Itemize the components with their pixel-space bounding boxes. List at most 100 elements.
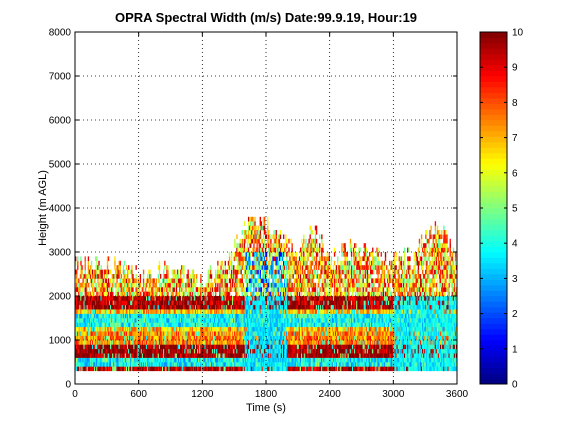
heatmap-cell xyxy=(146,326,148,332)
heatmap-cell xyxy=(151,318,153,323)
heatmap-cell xyxy=(236,247,238,253)
heatmap-cell xyxy=(272,291,274,297)
heatmap-cell xyxy=(96,318,98,323)
heatmap-cell xyxy=(275,243,277,248)
heatmap-cell xyxy=(169,366,171,372)
heatmap-cell xyxy=(192,313,195,319)
heatmap-cell xyxy=(195,340,198,345)
heatmap-cell xyxy=(261,340,264,345)
heatmap-cell xyxy=(104,326,107,332)
heatmap-cell xyxy=(242,348,245,354)
heatmap-cell xyxy=(299,256,302,262)
heatmap-cell xyxy=(280,296,283,301)
heatmap-cell xyxy=(110,318,112,323)
heatmap-cell xyxy=(288,269,290,275)
heatmap-cell xyxy=(192,269,195,275)
heatmap-cell xyxy=(171,278,173,284)
heatmap-cell xyxy=(285,287,287,292)
heatmap-cell xyxy=(282,344,285,350)
heatmap-cell xyxy=(145,362,147,367)
heatmap-cell xyxy=(204,362,206,367)
heatmap-cell xyxy=(105,296,108,301)
heatmap-cell xyxy=(157,296,160,301)
heatmap-cell xyxy=(125,313,128,319)
heatmap-cell xyxy=(228,265,231,270)
heatmap-cell xyxy=(186,344,188,350)
heatmap-cell xyxy=(250,304,252,310)
heatmap-cell xyxy=(102,340,104,345)
heatmap-cell xyxy=(284,340,286,345)
heatmap-cell xyxy=(234,331,236,336)
heatmap-cell xyxy=(291,313,293,319)
heatmap-cell xyxy=(254,362,256,367)
heatmap-cell xyxy=(160,282,163,288)
heatmap-cell xyxy=(106,335,109,341)
heatmap-cell xyxy=(195,353,198,358)
heatmap-cell xyxy=(98,313,100,319)
heatmap-cell xyxy=(202,340,204,345)
heatmap-cell xyxy=(268,260,270,266)
heatmap-cell xyxy=(254,357,256,363)
heatmap-cell xyxy=(220,344,222,350)
heatmap-cell xyxy=(132,309,134,314)
heatmap-cell xyxy=(81,269,83,275)
heatmap-cell xyxy=(97,357,99,363)
heatmap-cell xyxy=(178,362,181,367)
heatmap-cell xyxy=(148,287,150,292)
heatmap-cell xyxy=(275,252,277,257)
heatmap-cell xyxy=(186,274,188,279)
heatmap-cell xyxy=(160,344,163,350)
heatmap-cell xyxy=(163,366,165,372)
heatmap-cell xyxy=(175,318,178,323)
heatmap-cell xyxy=(259,274,261,279)
heatmap-cell xyxy=(118,366,120,372)
heatmap-cell xyxy=(84,357,86,363)
heatmap-cell xyxy=(141,322,144,328)
heatmap-cell xyxy=(221,304,223,310)
heatmap-cell xyxy=(95,353,97,358)
heatmap-cell xyxy=(198,340,200,345)
heatmap-cell xyxy=(285,344,287,350)
heatmap-cell xyxy=(110,331,112,336)
heatmap-cell xyxy=(274,274,276,279)
heatmap-cell xyxy=(95,300,97,306)
heatmap-cell xyxy=(201,300,203,306)
heatmap-cell xyxy=(236,344,238,350)
heatmap-cell xyxy=(129,366,131,372)
heatmap-cell xyxy=(208,322,211,328)
heatmap-cell xyxy=(264,291,267,297)
heatmap-cell xyxy=(88,309,91,314)
heatmap-cell xyxy=(219,322,221,328)
heatmap-cell xyxy=(258,313,260,319)
heatmap-cell xyxy=(133,313,135,319)
heatmap-cell xyxy=(259,234,261,240)
heatmap-cell xyxy=(202,313,204,319)
heatmap-cell xyxy=(93,353,95,358)
heatmap-cell xyxy=(157,300,160,306)
heatmap-cell xyxy=(183,304,185,310)
heatmap-cell xyxy=(277,335,280,341)
heatmap-cell xyxy=(288,322,290,328)
heatmap-cell xyxy=(218,313,220,319)
heatmap-cell xyxy=(290,366,292,372)
heatmap-cell xyxy=(155,322,157,328)
heatmap-cell xyxy=(210,357,213,363)
heatmap-cell xyxy=(87,256,90,262)
heatmap-cell xyxy=(135,304,137,310)
heatmap-cell xyxy=(260,357,263,363)
heatmap-cell xyxy=(87,318,90,323)
heatmap-cell xyxy=(139,357,142,363)
heatmap-cell xyxy=(238,260,240,266)
heatmap-cell xyxy=(225,318,228,323)
heatmap-cell xyxy=(205,344,207,350)
heatmap-cell xyxy=(216,348,218,354)
heatmap-cell xyxy=(245,291,248,297)
heatmap-cell xyxy=(245,304,248,310)
heatmap-cell xyxy=(81,331,83,336)
heatmap-cell xyxy=(176,304,179,310)
heatmap-cell xyxy=(290,362,292,367)
heatmap-cell xyxy=(101,348,103,354)
heatmap-cell xyxy=(158,331,161,336)
heatmap-cell xyxy=(230,344,233,350)
heatmap-cell xyxy=(271,318,273,323)
